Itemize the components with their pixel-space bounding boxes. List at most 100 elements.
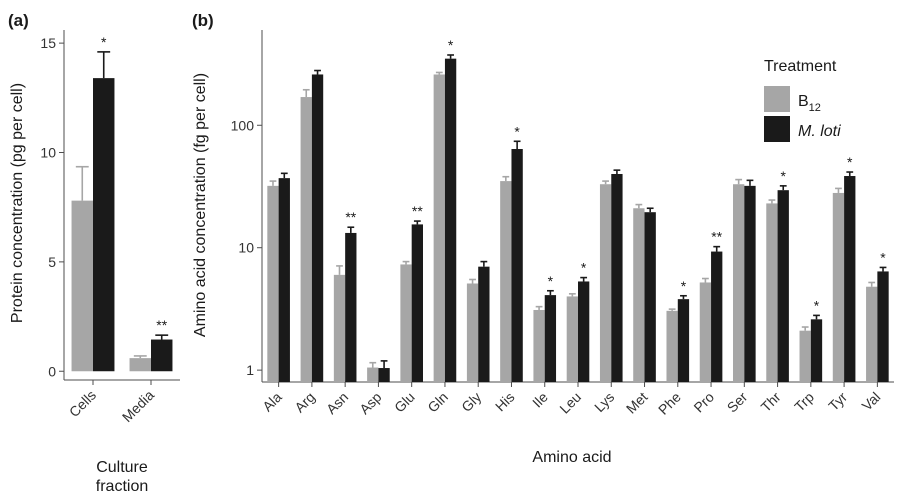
panel-a-y-tick-label-5: 5 (48, 254, 56, 270)
panel-b-bar-ile-b (533, 309, 545, 382)
panel-a-y-tick-label-15: 15 (40, 35, 56, 51)
panel-b-bar-leu-m-loti (578, 281, 590, 382)
panel-b-bar-tyr-m-loti (844, 176, 856, 382)
panel-b-bar-his-b (500, 181, 512, 382)
legend: Treatment B12 M. loti (764, 58, 841, 142)
panel-a-y-tick-label-0: 0 (48, 363, 56, 379)
panel-b-bar-thr-m-loti (777, 190, 789, 382)
legend-label-m-loti: M. loti (798, 123, 841, 140)
panel-b-bar-arg-m-loti (311, 74, 324, 382)
panel-a-x-axis-title-line-2: fraction (96, 478, 148, 495)
panel-b-significance-trp: * (814, 297, 820, 313)
panel-b-x-tick-label-ile: Ile (529, 389, 551, 411)
panel-b-bar-val-b (866, 286, 878, 382)
panel-b-bar-pro-b (699, 282, 712, 382)
panel-b-x-tick-label-ser: Ser (724, 389, 751, 416)
panel-b-bar-asn-b (333, 274, 346, 382)
panel-a-significance-media: ** (156, 317, 167, 333)
panel-b-x-tick-label-trp: Trp (791, 389, 817, 415)
panel-b-bar-ala-b (267, 185, 279, 382)
panel-b-y-tick-label-100: 100 (231, 117, 255, 133)
panel-a-significance-cells: * (101, 34, 107, 50)
panel-a-x-tick-label-cells: Cells (66, 387, 99, 420)
panel-b-bar-lys-b (599, 184, 612, 382)
panel-b-bar-phe-b (666, 310, 678, 382)
legend-title: Treatment (764, 58, 837, 75)
panel-b-bar-asp-b (367, 367, 379, 382)
panel-b-significance-asn: ** (345, 209, 356, 225)
panel-b-significance-his: * (514, 123, 520, 139)
panel-b-significance-leu: * (581, 260, 587, 276)
panel-b-bar-met-m-loti (644, 212, 656, 382)
panel-b-x-tick-label-asn: Asn (323, 389, 351, 417)
panel-b-bar-trp-m-loti (810, 319, 823, 382)
panel-b-significance-tyr: * (847, 154, 853, 170)
panel-b-y-tick-label-1: 1 (246, 362, 254, 378)
panel-b-x-tick-label-ala: Ala (259, 389, 285, 415)
panel-b-x-tick-label-phe: Phe (655, 389, 684, 418)
legend-swatch-m-loti (764, 116, 790, 142)
panel-b-bar-leu-b (566, 296, 578, 382)
panel-b-bar-pro-m-loti (711, 251, 723, 382)
panel-a-x-axis-title-line-1: Culture (96, 459, 148, 476)
panel-b-bar-glu-b (400, 264, 412, 382)
panel-a-bar-media-series-0 (129, 358, 151, 372)
panel-b-x-tick-label-leu: Leu (556, 389, 584, 417)
panel-b-x-tick-label-thr: Thr (758, 389, 784, 415)
panel-b-x-tick-label-lys: Lys (591, 389, 617, 415)
panel-b-bar-phe-m-loti (677, 299, 690, 382)
panel-b-significance-phe: * (681, 278, 687, 294)
panel-b-y-tick-label-10: 10 (238, 240, 254, 256)
panel-a-bar-cells-series-0 (71, 200, 93, 372)
panel-b-x-tick-label-met: Met (623, 389, 651, 417)
panel-b-x-tick-label-gly: Gly (458, 389, 484, 415)
panel-b-bar-trp-b (799, 330, 811, 382)
panel-b-significance-pro: ** (711, 229, 722, 245)
panel-b-x-tick-label-tyr: Tyr (825, 389, 850, 414)
legend-label-b12-main: B (798, 93, 809, 110)
panel-b-x-tick-label-pro: Pro (690, 389, 717, 416)
panel-b-bar-ser-b (733, 184, 745, 382)
panel-b-x-tick-label-arg: Arg (291, 389, 318, 416)
panel-a-y-tick-label-10: 10 (40, 145, 56, 161)
panel-a-label: (a) (8, 11, 29, 30)
panel-b-x-axis-title: Amino acid (532, 449, 611, 466)
panel-a-bars: *** (71, 34, 173, 372)
panel-b-bar-tyr-b (832, 192, 845, 382)
panel-b-bar-arg-b (300, 97, 312, 382)
legend-label-b12: B12 (798, 93, 821, 114)
legend-swatch-b12 (764, 86, 790, 112)
panel-b-bar-his-m-loti (511, 149, 523, 382)
panel-a-bar-cells-series-1 (93, 78, 115, 372)
panel-b-amino-acid-concentration: (b) Amino acid concentration (fg per cel… (192, 11, 894, 466)
panel-a-bar-media-series-1 (151, 339, 173, 372)
panel-b-x-tick-label-his: His (492, 389, 518, 415)
panel-b-bar-ile-m-loti (544, 295, 557, 382)
panel-b-bar-asp-m-loti (378, 368, 390, 382)
panel-b-bar-lys-m-loti (611, 173, 623, 382)
panel-b-x-tick-label-val: Val (859, 389, 884, 414)
panel-b-bar-met-b (633, 208, 645, 382)
panel-b-x-tick-label-glu: Glu (391, 389, 418, 416)
panel-b-bar-glu-m-loti (411, 224, 423, 382)
panel-b-bars: ** ************* (267, 37, 889, 383)
panel-b-bar-asn-m-loti (345, 232, 357, 382)
panel-b-x-tick-label-gln: Gln (424, 389, 451, 416)
panel-b-bar-thr-b (766, 203, 778, 382)
panel-b-y-axis-title: Amino acid concentration (fg per cell) (192, 73, 209, 337)
panel-b-bar-ser-m-loti (744, 185, 756, 382)
panel-b-bar-ala-m-loti (278, 178, 290, 382)
panel-b-bar-gln-m-loti (444, 58, 457, 383)
panel-b-significance-val: * (880, 249, 886, 265)
panel-b-significance-ile: * (548, 273, 554, 289)
panel-b-bar-gln-b (433, 74, 445, 382)
panel-b-significance-glu: ** (412, 203, 423, 219)
panel-a-x-tick-label-media: Media (119, 387, 157, 425)
panel-b-x-tick-label-asp: Asp (356, 389, 385, 418)
panel-b-bar-val-m-loti (877, 271, 889, 382)
panel-b-bar-gly-b (466, 283, 479, 382)
panel-b-label: (b) (192, 11, 214, 30)
panel-a-protein-concentration: (a) Protein concentration (pg per cell) … (8, 11, 180, 495)
